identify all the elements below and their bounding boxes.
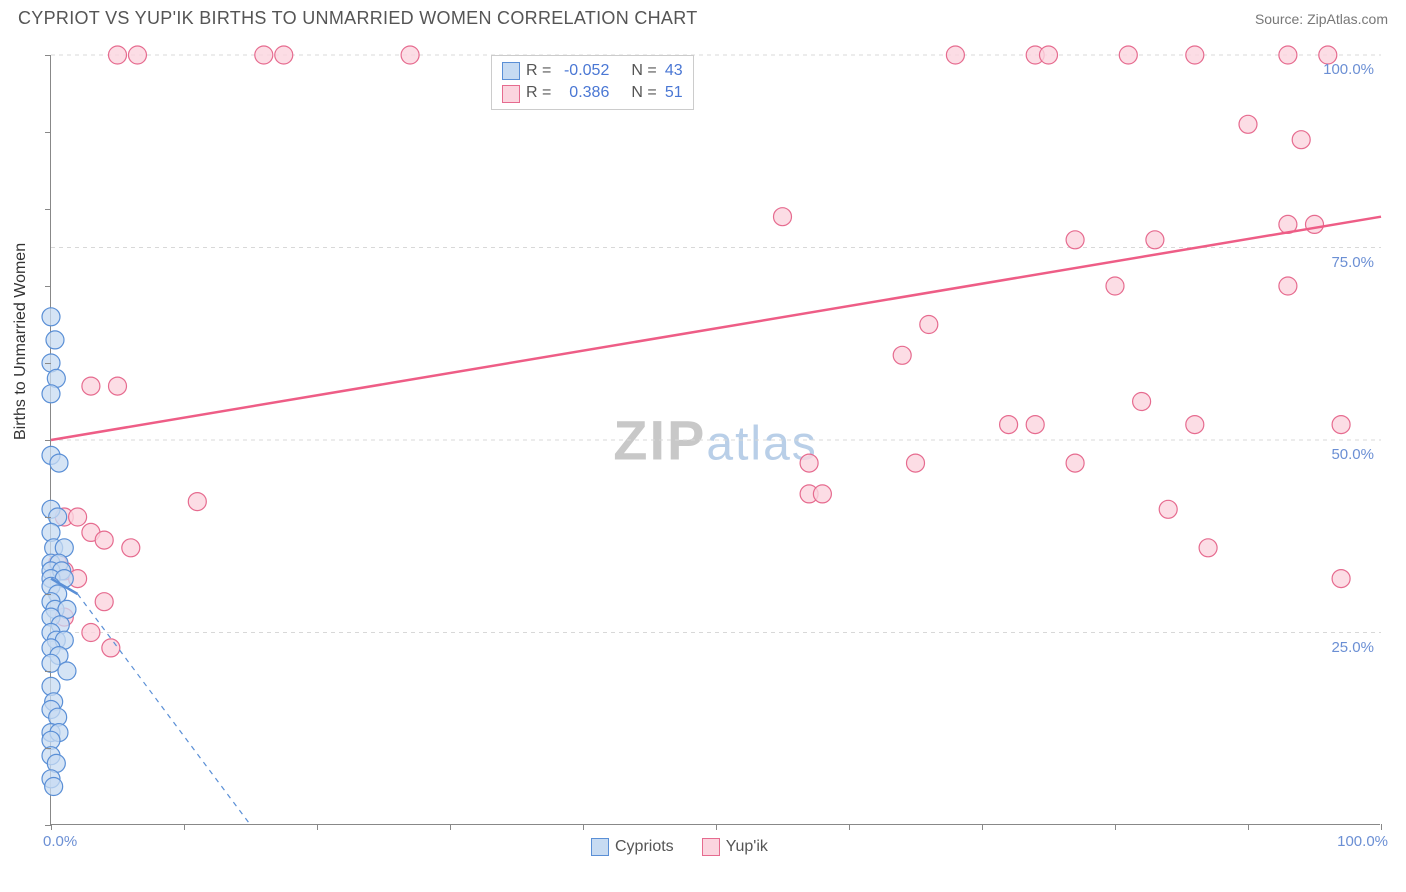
x-tick: [450, 824, 451, 830]
y-tick: [45, 748, 51, 749]
data-point: [1306, 215, 1324, 233]
y-tick: [45, 363, 51, 364]
data-point: [42, 654, 60, 672]
data-point: [1186, 46, 1204, 64]
data-point: [907, 454, 925, 472]
x-tick: [317, 824, 318, 830]
x-tick: [51, 824, 52, 830]
source-label: Source: ZipAtlas.com: [1255, 11, 1388, 27]
x-tick: [982, 824, 983, 830]
swatch-blue-icon: [502, 62, 520, 80]
trend-line-blue-extrapolated: [78, 594, 251, 825]
data-point: [1066, 454, 1084, 472]
swatch-blue-icon: [591, 838, 609, 856]
data-point: [188, 493, 206, 511]
data-point: [1279, 46, 1297, 64]
data-point: [920, 316, 938, 334]
data-point: [82, 377, 100, 395]
scatter-layer: [51, 55, 1380, 824]
data-point: [122, 539, 140, 557]
corr-row-pink: R = 0.386 N = 51: [502, 82, 683, 104]
data-point: [1332, 570, 1350, 588]
data-point: [109, 46, 127, 64]
swatch-pink-icon: [702, 838, 720, 856]
y-axis-label: Births to Unmarried Women: [12, 243, 30, 440]
data-point: [95, 593, 113, 611]
x-min-label: 0.0%: [43, 833, 77, 850]
y-tick: [45, 132, 51, 133]
plot-area: ZIPatlas R = -0.052 N = 43 R = 0.386 N =…: [50, 55, 1380, 825]
data-point: [813, 485, 831, 503]
swatch-pink-icon: [502, 85, 520, 103]
y-tick: [45, 517, 51, 518]
data-point: [1292, 131, 1310, 149]
y-tick-label: 50.0%: [1331, 446, 1374, 463]
legend-bottom: Cypriots Yup'ik: [591, 838, 768, 856]
data-point: [774, 208, 792, 226]
x-tick: [1381, 824, 1382, 830]
x-tick: [1115, 824, 1116, 830]
trend-line-pink: [51, 217, 1381, 440]
data-point: [1279, 277, 1297, 295]
x-tick: [583, 824, 584, 830]
y-tick-label: 25.0%: [1331, 639, 1374, 656]
data-point: [1332, 416, 1350, 434]
correlation-legend: R = -0.052 N = 43 R = 0.386 N = 51: [491, 55, 694, 110]
y-tick: [45, 671, 51, 672]
data-point: [69, 508, 87, 526]
data-point: [109, 377, 127, 395]
y-tick-label: 100.0%: [1323, 61, 1374, 78]
data-point: [46, 331, 64, 349]
data-point: [58, 662, 76, 680]
data-point: [401, 46, 419, 64]
data-point: [1186, 416, 1204, 434]
x-tick: [849, 824, 850, 830]
legend-item-yupik: Yup'ik: [702, 838, 768, 856]
data-point: [800, 454, 818, 472]
x-tick: [716, 824, 717, 830]
data-point: [1066, 231, 1084, 249]
data-point: [1106, 277, 1124, 295]
data-point: [42, 385, 60, 403]
data-point: [128, 46, 146, 64]
data-point: [255, 46, 273, 64]
data-point: [50, 454, 68, 472]
data-point: [1159, 500, 1177, 518]
y-tick: [45, 440, 51, 441]
corr-row-blue: R = -0.052 N = 43: [502, 60, 683, 82]
data-point: [82, 624, 100, 642]
chart-title: CYPRIOT VS YUP'IK BIRTHS TO UNMARRIED WO…: [18, 8, 698, 29]
data-point: [275, 46, 293, 64]
data-point: [1000, 416, 1018, 434]
data-point: [1239, 115, 1257, 133]
data-point: [42, 308, 60, 326]
y-tick: [45, 594, 51, 595]
y-tick: [45, 286, 51, 287]
legend-item-cypriots: Cypriots: [591, 838, 674, 856]
data-point: [102, 639, 120, 657]
data-point: [893, 346, 911, 364]
x-tick: [184, 824, 185, 830]
data-point: [45, 778, 63, 796]
x-tick: [1248, 824, 1249, 830]
x-max-label: 100.0%: [1337, 833, 1388, 850]
data-point: [1133, 393, 1151, 411]
data-point: [1040, 46, 1058, 64]
y-tick-label: 75.0%: [1331, 254, 1374, 271]
data-point: [1026, 416, 1044, 434]
data-point: [1119, 46, 1137, 64]
data-point: [1146, 231, 1164, 249]
y-tick: [45, 825, 51, 826]
y-tick: [45, 209, 51, 210]
data-point: [95, 531, 113, 549]
data-point: [946, 46, 964, 64]
y-tick: [45, 55, 51, 56]
data-point: [1199, 539, 1217, 557]
